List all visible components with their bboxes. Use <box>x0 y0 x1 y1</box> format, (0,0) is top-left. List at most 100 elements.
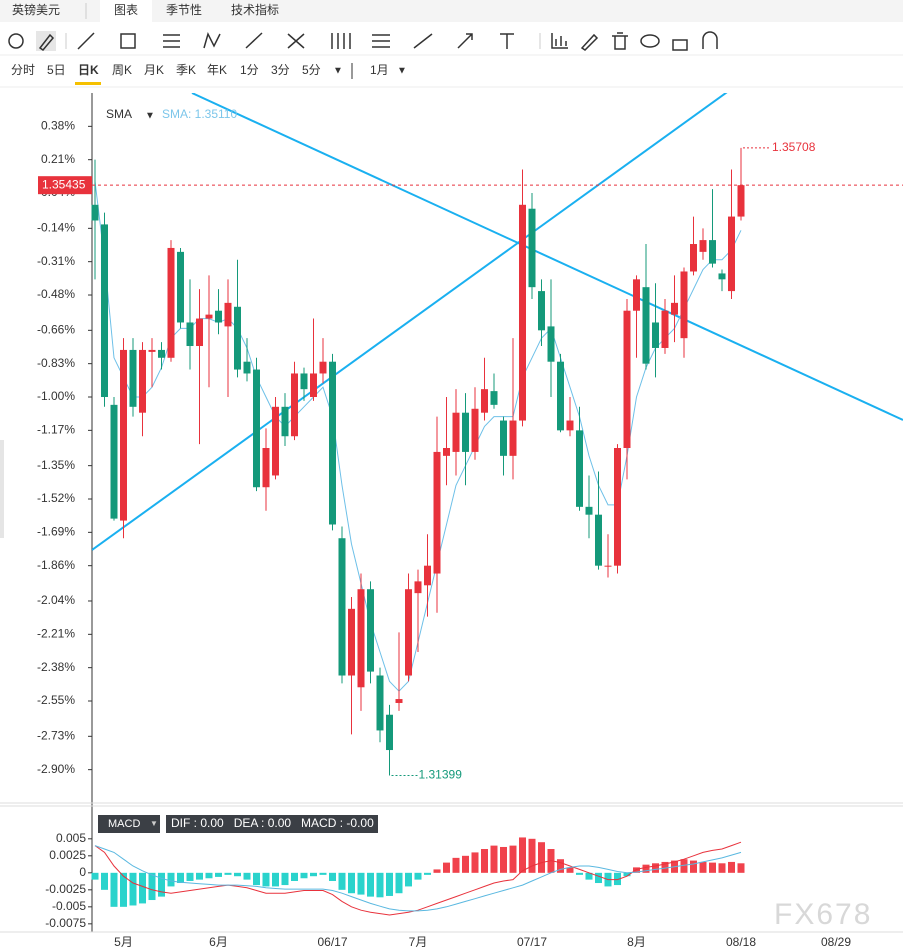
candle-body <box>148 349 156 352</box>
y-tick-label: -0.66% <box>37 322 75 336</box>
macd-bar <box>329 872 336 881</box>
tool-icon[interactable] <box>38 33 55 51</box>
y-tick-label: 0 <box>79 865 86 879</box>
macd-bar <box>186 872 194 881</box>
tool-icon[interactable] <box>580 33 599 51</box>
y-tick-label: -2.90% <box>37 762 75 776</box>
tab[interactable]: 技术指标 <box>231 2 279 17</box>
y-tick-label: -2.38% <box>37 660 75 674</box>
tool-icon[interactable] <box>372 34 390 48</box>
tool-icon[interactable] <box>457 33 473 49</box>
tool-icon[interactable] <box>612 32 628 50</box>
tool-icon[interactable] <box>500 33 514 49</box>
candle-body <box>652 322 659 348</box>
candle-body <box>557 361 564 431</box>
y-tick-label: 0.21% <box>41 152 75 166</box>
tab-active[interactable] <box>100 0 152 22</box>
macd-bar <box>661 861 669 873</box>
period-tab[interactable]: 年K <box>207 63 227 77</box>
macd-bar <box>709 862 716 873</box>
macd-bar <box>424 872 431 875</box>
period-tab[interactable]: 月K <box>144 63 164 77</box>
candle-body <box>177 251 184 323</box>
macd-bar <box>129 872 137 906</box>
period-tab[interactable]: 5日 <box>47 63 66 77</box>
macd-bar <box>614 872 621 886</box>
macd-bar <box>500 846 507 873</box>
tool-icon[interactable] <box>331 33 351 49</box>
tool-icon[interactable] <box>413 33 433 49</box>
macd-legend: DIF : 0.00 DEA : 0.00 MACD : -0.00 <box>171 816 374 830</box>
macd-bar <box>215 872 222 877</box>
macd-bar <box>319 872 327 875</box>
range[interactable]: 1月 <box>370 63 389 77</box>
macd-bar <box>310 872 317 877</box>
tool-icon[interactable] <box>551 33 568 49</box>
side-handle[interactable] <box>0 440 4 538</box>
candle-body <box>348 608 355 676</box>
tool-icon[interactable] <box>702 31 718 49</box>
candle-body <box>737 185 745 217</box>
tool-icon[interactable] <box>287 33 305 49</box>
dropdown-arrow[interactable]: ▼ <box>150 819 158 828</box>
candle-body <box>338 538 346 676</box>
period-tab[interactable]: 分时 <box>11 63 35 77</box>
tool-icon[interactable] <box>245 32 263 49</box>
tool-icon[interactable] <box>203 31 221 49</box>
candle-body <box>300 373 308 390</box>
macd-bar <box>272 872 279 887</box>
candle-body <box>281 406 289 437</box>
macd-bar <box>566 867 574 873</box>
candle-body <box>424 565 431 586</box>
candle-body <box>319 361 327 374</box>
macd-bar <box>139 872 146 904</box>
tool-icon[interactable] <box>640 34 660 48</box>
dropdown-arrow[interactable]: ▼ <box>145 111 155 122</box>
candle-body <box>547 326 555 362</box>
candle-body <box>718 273 726 280</box>
tab[interactable]: 图表 <box>114 3 138 17</box>
tool-icon[interactable] <box>77 32 95 50</box>
macd-bar <box>120 872 127 907</box>
candle-body <box>661 310 669 348</box>
macd-bar <box>623 872 631 877</box>
macd-bar <box>348 872 355 894</box>
dropdown-arrow[interactable]: ▼ <box>333 66 343 77</box>
y-tick-label: -1.69% <box>37 525 75 539</box>
period-tab[interactable]: 5分 <box>302 63 321 77</box>
candle-body <box>158 349 165 358</box>
candle-body <box>595 514 602 566</box>
candle-body <box>528 208 536 288</box>
period-tab[interactable]: 1分 <box>240 63 259 77</box>
candle-body <box>101 224 108 398</box>
macd-bar <box>462 855 469 873</box>
tool-icon[interactable] <box>8 33 24 49</box>
tool-icon[interactable] <box>672 39 688 51</box>
candle-body <box>538 291 545 331</box>
period-tab[interactable]: 日K <box>78 63 99 77</box>
y-tick-label: -1.00% <box>37 389 75 403</box>
macd-bar <box>471 852 479 873</box>
macd-bar <box>528 838 536 873</box>
macd-bar <box>110 872 118 907</box>
candle-body <box>471 408 479 452</box>
macd-bar <box>376 872 384 898</box>
macd-bar <box>690 860 697 873</box>
macd-bar <box>196 872 203 880</box>
tool-icon[interactable] <box>120 33 136 49</box>
macd-bar <box>737 863 745 873</box>
macd-name[interactable]: MACD <box>108 818 140 830</box>
candle-body <box>642 287 650 364</box>
tab[interactable]: 季节性 <box>166 3 202 17</box>
macd-selector[interactable] <box>98 815 160 833</box>
high-label: 1.35708 <box>772 140 816 154</box>
dropdown-arrow[interactable]: ▼ <box>397 66 407 77</box>
trend-line <box>92 93 728 551</box>
tool-icon[interactable] <box>163 34 180 48</box>
period-tab[interactable]: 季K <box>176 63 196 77</box>
candle-body <box>395 699 403 703</box>
candle-body <box>680 271 688 339</box>
period-tab[interactable]: 3分 <box>271 63 290 77</box>
period-tab[interactable]: 周K <box>112 63 132 77</box>
